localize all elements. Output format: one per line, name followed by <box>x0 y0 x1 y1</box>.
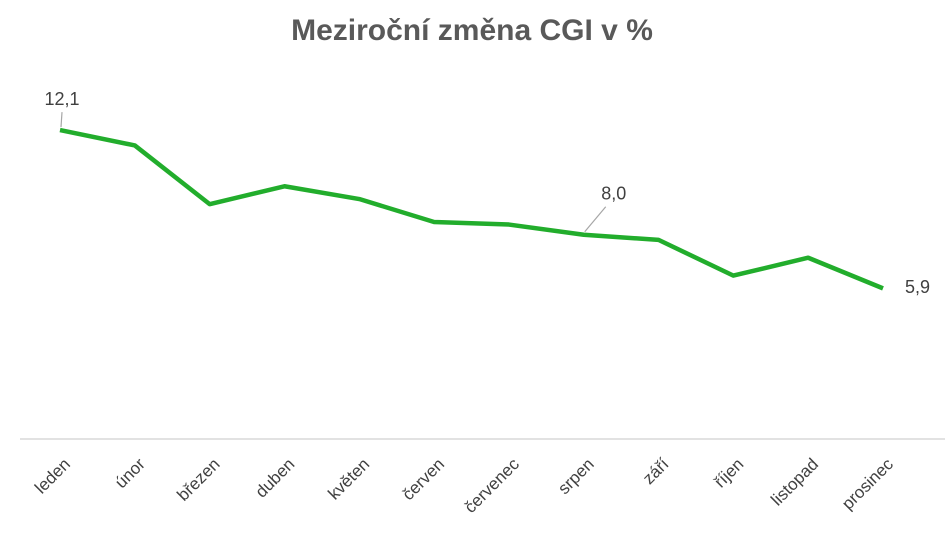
x-tick-label: červenec <box>461 454 524 517</box>
data-label: 5,9 <box>905 277 930 297</box>
x-tick-label: leden <box>31 455 74 498</box>
x-tick-label: červen <box>399 455 449 505</box>
data-label: 8,0 <box>601 184 626 204</box>
x-tick-label: březen <box>173 455 223 505</box>
chart-title: Meziroční změna CGI v % <box>291 14 653 47</box>
x-tick-label: listopad <box>767 455 822 510</box>
leader-line <box>60 112 63 128</box>
data-label: 12,1 <box>44 89 79 109</box>
x-tick-label: květen <box>324 455 373 504</box>
leader-line <box>584 206 607 233</box>
x-tick-label: únor <box>111 454 149 492</box>
x-tick-label: říjen <box>711 455 748 492</box>
x-tick-label: duben <box>252 455 299 502</box>
x-tick-label: srpen <box>554 455 598 499</box>
line <box>59 127 884 291</box>
x-tick-label: září <box>639 454 673 488</box>
x-tick-label: prosinec <box>838 454 897 513</box>
